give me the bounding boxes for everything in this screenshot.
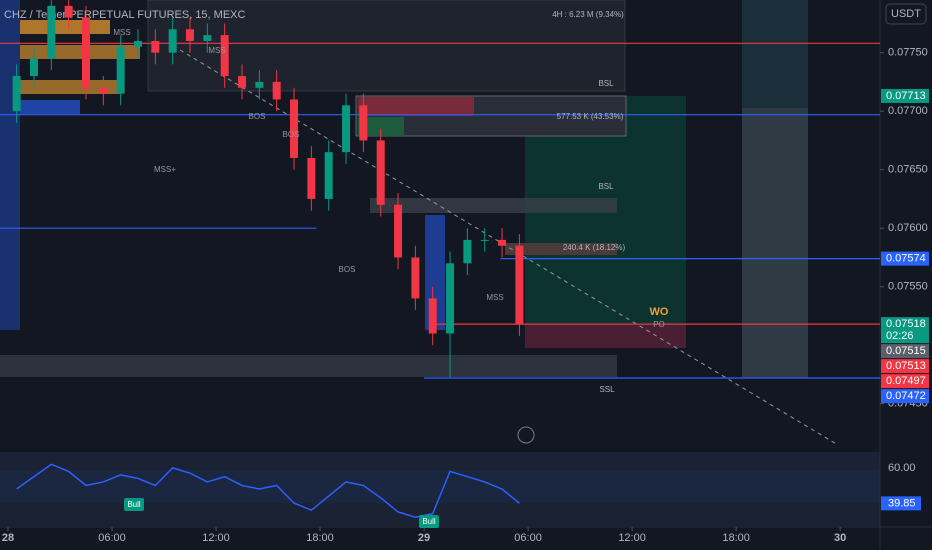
- candle-body: [272, 81, 281, 100]
- rsi-line: [16, 463, 520, 518]
- zone: [370, 198, 617, 213]
- rsi-value-box: [881, 496, 921, 511]
- price-label: 0.07515: [886, 345, 926, 357]
- y-tick-label: 0.07700: [888, 105, 928, 117]
- candle-body: [342, 105, 351, 153]
- y-tick-label: 0.07550: [888, 281, 928, 293]
- candle-body: [446, 263, 455, 334]
- zone: [358, 97, 474, 116]
- divergence-label: Bull: [127, 500, 141, 509]
- candle-body: [133, 40, 142, 47]
- volume-profile: [20, 80, 120, 94]
- candle-body: [411, 257, 420, 299]
- candle-body: [376, 140, 385, 205]
- candle-body: [255, 81, 264, 88]
- candle-body: [81, 17, 90, 88]
- candle-body: [186, 29, 195, 41]
- replay-icon[interactable]: [517, 426, 535, 444]
- price-label: 0.07513: [886, 360, 926, 372]
- annotation: BSL: [598, 79, 614, 88]
- candle-body: [238, 76, 247, 88]
- y-tick-label: 0.07600: [888, 222, 928, 234]
- zone: [505, 243, 617, 255]
- annotation: 240.4 K (18.12%): [563, 243, 626, 252]
- annotation: MSS: [208, 46, 225, 55]
- currency-button[interactable]: [885, 3, 927, 25]
- annotation: 4H : 6.23 M (9.34%): [552, 10, 624, 19]
- candle-body: [394, 204, 403, 258]
- zone: [0, 355, 617, 377]
- x-tick-label: 06:00: [514, 532, 542, 544]
- candle-body: [116, 46, 125, 94]
- candle-body: [64, 5, 73, 18]
- price-label: 0.07472: [886, 390, 926, 402]
- candle-body: [12, 76, 21, 112]
- candle-body: [290, 99, 299, 158]
- price-label-box: [881, 317, 929, 344]
- price-label-box: [881, 88, 929, 103]
- price-label-box: [881, 359, 929, 374]
- candle-body: [151, 40, 160, 53]
- x-tick-label: 18:00: [722, 532, 750, 544]
- divergence-box: [124, 498, 144, 511]
- annotation: 577.53 K (43.53%): [557, 112, 624, 121]
- annotation: BOS: [283, 130, 300, 139]
- x-tick-label: 12:00: [618, 532, 646, 544]
- divergence-label: Bull: [422, 517, 436, 526]
- candle-body: [480, 239, 489, 241]
- candle-body: [220, 35, 229, 77]
- y-tick-label: 0.07650: [888, 164, 928, 176]
- title: CHZ / Tether PERPETUAL FUTURES, 15, MEXC: [4, 9, 246, 21]
- price-label: 0.07497: [886, 375, 926, 387]
- rsi-value: 39.85: [888, 497, 916, 509]
- candle-body: [428, 298, 437, 334]
- price-label: 0.07574: [886, 253, 926, 265]
- countdown: 02:26: [886, 330, 914, 342]
- price-label-box: [881, 251, 929, 266]
- candle-body: [99, 87, 108, 94]
- annotation: BOS: [339, 265, 356, 274]
- annotation: SSL: [599, 385, 615, 394]
- price-label-box: [881, 374, 929, 389]
- annotation: MSS: [113, 28, 130, 37]
- candle-body: [29, 58, 38, 77]
- candle-body: [203, 35, 212, 41]
- zone: [358, 117, 404, 136]
- y-tick-label: 0.07750: [888, 47, 928, 59]
- volume-profile: [0, 0, 20, 330]
- rsi-tick-label: 60.00: [888, 462, 916, 474]
- annotation: MSS+: [154, 165, 176, 174]
- x-tick-label: 06:00: [98, 532, 126, 544]
- x-tick-label: 28: [2, 532, 14, 544]
- annotation: MSS: [486, 293, 503, 302]
- candle-body: [463, 239, 472, 264]
- annotation: WO: [650, 306, 669, 318]
- x-tick-label: 29: [418, 532, 430, 544]
- volume-profile: [20, 20, 110, 34]
- annotation: BOS: [249, 112, 266, 121]
- x-tick-label: 30: [834, 532, 846, 544]
- price-label-box: [881, 344, 929, 359]
- candle-body: [307, 157, 316, 199]
- x-tick-label: 12:00: [202, 532, 230, 544]
- candle-body: [324, 152, 333, 199]
- long-stop: [525, 325, 686, 348]
- candle-body: [168, 29, 177, 53]
- annotation: PO: [653, 320, 665, 329]
- candle-body: [47, 5, 56, 59]
- volume-profile: [20, 100, 80, 114]
- candle-body: [515, 245, 524, 325]
- candle-body: [498, 239, 507, 246]
- session-box: [742, 108, 808, 378]
- price-label: 0.07518: [886, 318, 926, 330]
- divergence-box: [419, 515, 439, 528]
- price-label-box: [881, 389, 929, 404]
- price-label: 0.07713: [886, 90, 926, 102]
- annotation: BSL: [598, 182, 614, 191]
- candle-body: [359, 105, 368, 141]
- x-tick-label: 18:00: [306, 532, 334, 544]
- currency[interactable]: USDT: [891, 8, 921, 20]
